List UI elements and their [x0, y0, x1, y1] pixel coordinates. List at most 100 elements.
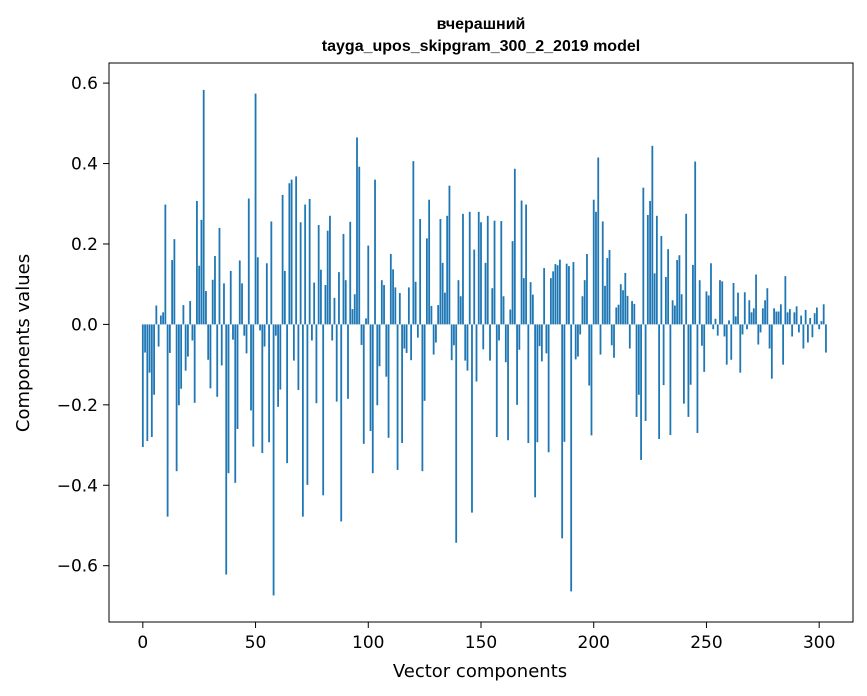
- bar: [202, 89, 205, 325]
- bar: [495, 324, 498, 437]
- bar: [164, 204, 167, 325]
- bar: [141, 324, 144, 448]
- bar: [498, 324, 500, 341]
- bar: [432, 324, 435, 355]
- bars-group: [141, 89, 827, 596]
- bar: [491, 288, 494, 325]
- bar: [685, 213, 688, 325]
- bar: [362, 324, 365, 444]
- bar: [714, 318, 717, 325]
- bar: [800, 315, 803, 325]
- bar: [635, 324, 638, 417]
- bar: [646, 215, 649, 325]
- bar: [554, 264, 557, 325]
- bar: [340, 324, 343, 522]
- bar: [471, 324, 473, 513]
- x-tick-label: 0: [137, 633, 148, 653]
- bar: [752, 308, 755, 325]
- bar: [728, 320, 730, 325]
- bar: [493, 220, 496, 325]
- bar: [374, 179, 376, 325]
- bar: [520, 200, 523, 325]
- bar: [610, 324, 613, 346]
- bar: [311, 324, 313, 341]
- bar: [592, 199, 595, 325]
- bar: [338, 272, 340, 325]
- bar: [637, 324, 640, 395]
- bar: [225, 324, 228, 575]
- bar: [797, 324, 800, 333]
- bar: [187, 324, 189, 357]
- bar: [660, 235, 663, 325]
- bar: [795, 306, 798, 325]
- bar: [259, 324, 261, 331]
- bar: [329, 215, 331, 325]
- bar: [764, 300, 766, 325]
- bar: [655, 215, 658, 325]
- bar: [342, 233, 345, 325]
- bar: [283, 270, 286, 325]
- bar: [171, 260, 174, 325]
- bar: [570, 324, 573, 592]
- bar: [162, 312, 165, 325]
- bar: [813, 313, 816, 325]
- bar: [649, 200, 651, 325]
- bar: [606, 258, 609, 325]
- bar: [716, 324, 719, 336]
- bar: [412, 161, 415, 325]
- bar: [696, 324, 699, 433]
- bar: [279, 324, 282, 390]
- bar: [344, 280, 347, 325]
- bar: [791, 324, 794, 337]
- bar: [358, 166, 361, 325]
- bar: [423, 324, 426, 401]
- bar: [385, 324, 388, 377]
- bar: [561, 324, 564, 539]
- bar: [820, 321, 823, 325]
- bar: [200, 219, 203, 325]
- bar: [243, 324, 246, 336]
- bar: [590, 324, 593, 436]
- bar: [475, 324, 478, 382]
- bar: [732, 282, 735, 325]
- bar: [410, 324, 413, 361]
- bar: [782, 324, 785, 365]
- bar: [331, 324, 334, 341]
- bar: [272, 324, 275, 596]
- bar: [216, 324, 219, 397]
- bar: [189, 301, 192, 325]
- bar: [730, 324, 733, 360]
- bar: [182, 305, 185, 325]
- bar: [252, 324, 255, 447]
- bar: [631, 301, 633, 325]
- bar: [193, 324, 196, 403]
- bar: [667, 249, 670, 325]
- bar: [579, 324, 582, 335]
- bar: [816, 307, 818, 325]
- bar: [759, 324, 762, 333]
- bar: [565, 263, 568, 325]
- bar: [394, 287, 397, 325]
- bar: [502, 296, 505, 325]
- y-tick-label: 0.4: [71, 155, 98, 175]
- bar: [464, 324, 467, 361]
- bar: [387, 324, 390, 438]
- bar: [425, 238, 428, 325]
- y-axis: −0.6 −0.4 −0.2 0.0 0.2 0.4 0.6: [57, 74, 109, 577]
- bar: [739, 324, 742, 373]
- bar: [211, 279, 214, 325]
- bar: [540, 324, 543, 362]
- bar: [191, 324, 194, 341]
- bar: [184, 324, 187, 371]
- bar: [588, 324, 591, 386]
- bar: [525, 204, 527, 325]
- x-tick-label: 50: [245, 633, 267, 653]
- bar: [721, 281, 724, 325]
- bar: [256, 257, 259, 325]
- bar: [775, 311, 778, 325]
- bar: [261, 324, 264, 454]
- bar: [705, 291, 708, 325]
- bar: [710, 263, 712, 325]
- bar: [507, 324, 509, 441]
- y-tick-label: −0.6: [57, 557, 98, 577]
